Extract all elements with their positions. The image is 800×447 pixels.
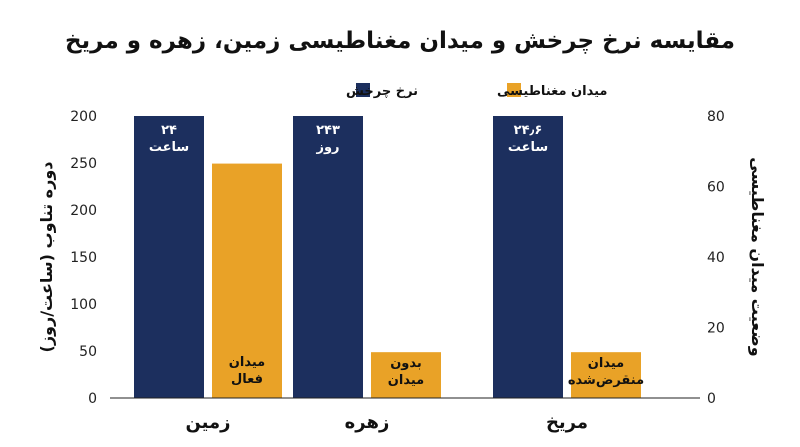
bar-label-magnetic: فعال (231, 372, 263, 387)
chart-title: مقایسه نرخ چرخش و میدان مغناطیسی زمین، ز… (65, 28, 735, 54)
bars (134, 116, 641, 398)
right-tick-label: 80 (707, 109, 725, 125)
right-tick-label: 40 (707, 250, 725, 266)
right-axis-label: وضعیت میدان مغناطیسی (748, 157, 767, 356)
category-label: زهره (345, 412, 390, 433)
bar-label-magnetic: میدان (588, 356, 624, 371)
left-tick-label: 100 (70, 297, 97, 313)
bar-label-rotation: ۲۴٫۶ (514, 123, 543, 138)
bar-rotation (493, 116, 563, 398)
bar-label-rotation: ساعت (149, 140, 189, 155)
legend-label-rotation: نرخ چرخش (346, 84, 418, 99)
bar-label-rotation: ساعت (508, 140, 548, 155)
left-tick-label: 200 (70, 109, 97, 125)
bar-label-magnetic: میدان (229, 355, 265, 370)
category-label: زمین (185, 412, 230, 433)
right-axis-ticks: 0 20 40 60 80 (707, 109, 725, 407)
bar-label-magnetic: میدان (388, 373, 424, 388)
bar-magnetic (571, 352, 641, 398)
bar-labels: ۲۴ ساعت میدان فعال ۲۴۳ روز بدون میدان ۲۴٫۶ ساعت می… (149, 123, 644, 388)
left-axis-label: دوره تناوب (ساعت/روز) (37, 162, 56, 353)
category-label: مریخ (546, 412, 588, 433)
right-tick-label: 0 (707, 391, 716, 407)
legend-label-magnetic: میدان مغناطیسی (497, 84, 607, 99)
bar-label-rotation: ۲۴ (161, 123, 177, 138)
left-tick-label: 0 (88, 391, 97, 407)
category-labels: زمین زهره مریخ (185, 412, 588, 433)
left-tick-label: 250 (70, 156, 97, 172)
bar-label-rotation: ۲۴۳ (316, 123, 340, 138)
left-axis-ticks: 0 50 100 150 200 250 200 (70, 109, 97, 407)
bar-rotation (293, 116, 363, 398)
bar-label-rotation: روز (315, 140, 339, 155)
right-tick-label: 60 (707, 180, 725, 196)
legend-swatch-rotation (356, 83, 370, 97)
left-tick-label: 200 (70, 203, 97, 219)
legend: نرخ چرخش میدان مغناطیسی (346, 83, 607, 99)
bar-label-magnetic: منقرض‌شده (568, 373, 644, 388)
bar-magnetic (371, 352, 441, 398)
bar-rotation (134, 116, 204, 398)
bar-magnetic (212, 163, 282, 398)
left-tick-label: 50 (79, 344, 97, 360)
right-tick-label: 20 (707, 321, 725, 337)
bar-label-magnetic: بدون (390, 356, 422, 371)
left-tick-label: 150 (70, 250, 97, 266)
legend-swatch-magnetic (507, 83, 521, 97)
